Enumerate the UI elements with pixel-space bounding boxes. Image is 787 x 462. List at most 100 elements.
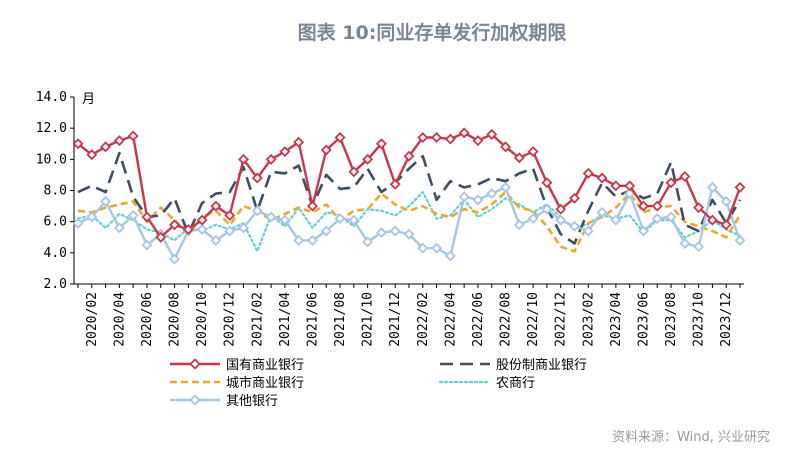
data-point-marker [734, 234, 746, 246]
data-point-marker [306, 234, 318, 246]
data-point-marker [665, 177, 677, 189]
data-point-marker [582, 225, 594, 237]
data-point-marker [651, 200, 663, 212]
y-unit-label: 月 [82, 92, 95, 107]
x-tick-label: 2021/04 [278, 292, 293, 347]
data-point-marker [279, 146, 291, 158]
data-point-marker [651, 213, 663, 225]
data-point-marker [417, 132, 429, 143]
data-point-marker [444, 250, 456, 262]
x-tick-label: 2020/02 [85, 292, 100, 347]
data-point-marker [637, 225, 649, 237]
data-point-marker [348, 166, 360, 178]
legend-label: 城市商业银行 [226, 375, 304, 391]
data-point-marker [196, 223, 208, 235]
data-point-marker [86, 149, 98, 161]
data-point-marker [141, 211, 153, 223]
data-point-marker [72, 217, 84, 229]
x-tick-label: 2021/02 [250, 292, 265, 347]
data-point-marker [238, 222, 249, 234]
x-tick-label: 2022/06 [471, 292, 486, 347]
axes: 14.0 12.0 10.0 8.0 6.0 4.0 2.0 2020/02 2020/04 20… [36, 90, 744, 347]
data-point-marker [100, 141, 112, 153]
data-point-marker [265, 211, 277, 223]
data-point-marker [569, 220, 580, 232]
data-point-marker [610, 180, 622, 192]
data-point-marker [113, 222, 125, 234]
x-tick-label: 2021/08 [333, 292, 348, 347]
data-point-marker [320, 144, 332, 156]
data-point-marker [720, 195, 732, 207]
data-point-marker [141, 239, 153, 251]
y-tick-label: 10.0 [36, 152, 67, 167]
data-point-marker [210, 200, 222, 212]
data-point-marker [169, 219, 181, 231]
data-point-marker [169, 253, 181, 265]
data-point-marker [182, 223, 194, 235]
x-tick-label: 2023/10 [692, 292, 707, 347]
data-point-marker [389, 225, 401, 237]
data-point-marker [679, 171, 691, 182]
data-point-marker [362, 153, 374, 165]
legend-marker [189, 358, 201, 370]
legend-item: 城市商业银行 [170, 375, 304, 391]
x-tick-label: 2023/02 [581, 292, 596, 347]
data-point-marker [389, 178, 401, 190]
data-point-marker [541, 177, 553, 189]
x-tick-label: 2022/10 [526, 292, 541, 347]
data-point-marker [375, 227, 387, 239]
data-point-marker [706, 214, 718, 226]
data-point-marker [224, 225, 236, 237]
data-point-marker [251, 205, 263, 217]
data-point-marker [224, 209, 236, 221]
legend-item: 其他银行 [170, 394, 278, 409]
series-4 [72, 181, 746, 265]
data-point-marker [500, 181, 512, 193]
data-point-marker [431, 242, 443, 254]
data-point-marker [320, 225, 332, 237]
x-tick-label: 2020/04 [112, 292, 127, 347]
x-tick-label: 2023/08 [664, 292, 679, 347]
data-point-marker [362, 236, 374, 248]
data-point-marker [513, 152, 525, 164]
data-point-marker [334, 213, 346, 225]
legend-label: 农商行 [496, 376, 535, 391]
data-point-marker [403, 150, 415, 162]
data-point-marker [472, 135, 484, 147]
data-point-marker [500, 141, 512, 153]
x-tick-label: 2022/08 [499, 292, 514, 347]
legend-item: 国有商业银行 [170, 358, 304, 373]
data-point-marker [348, 214, 360, 226]
data-point-marker [555, 214, 567, 226]
data-point-marker [734, 181, 746, 193]
data-point-marker [251, 172, 263, 184]
data-point-marker [196, 214, 208, 226]
data-point-marker [596, 206, 608, 218]
data-point-marker [334, 132, 346, 143]
legend-item: 股份制商业银行 [440, 358, 587, 373]
y-tick-label: 12.0 [36, 121, 67, 136]
legend-marker [189, 394, 201, 406]
legend-label: 国有商业银行 [226, 358, 304, 373]
data-point-marker [86, 211, 98, 223]
data-point-marker [679, 238, 691, 249]
y-tick-label: 14.0 [36, 90, 67, 105]
data-point-marker [458, 191, 470, 203]
y-tick-label: 2.0 [44, 277, 67, 292]
x-tick-label: 2022/04 [443, 292, 458, 347]
x-tick-label: 2021/06 [305, 292, 320, 347]
x-tick-label: 2023/12 [719, 292, 734, 347]
data-point-marker [417, 242, 429, 254]
data-point-marker [293, 234, 305, 246]
x-tick-label: 2021/12 [388, 292, 403, 347]
data-point-marker [210, 234, 222, 246]
data-point-marker [610, 214, 622, 226]
x-tick-label: 2020/06 [140, 292, 155, 347]
y-tick-label: 8.0 [44, 184, 67, 199]
data-point-marker [693, 202, 705, 214]
data-point-marker [720, 219, 732, 231]
data-point-marker [486, 128, 498, 140]
chart-title: 图表 10:同业存单发行加权期限 [298, 21, 567, 44]
